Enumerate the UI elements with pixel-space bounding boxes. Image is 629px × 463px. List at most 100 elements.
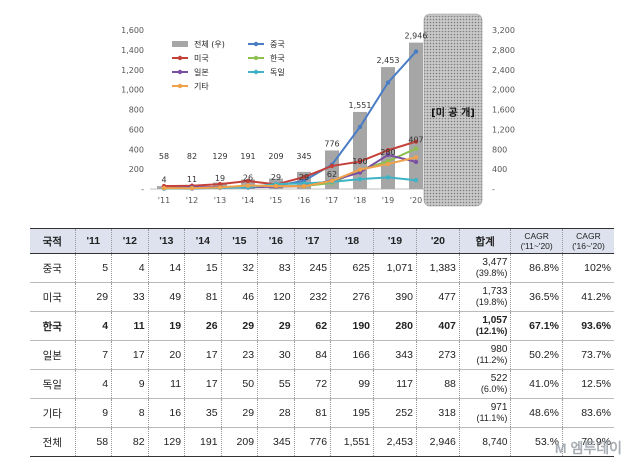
korea-value-label: 190	[352, 157, 367, 166]
table-cell: 9	[111, 369, 149, 399]
line-point	[301, 184, 307, 189]
table-cell: 166	[330, 340, 374, 370]
table-cell: 55	[257, 369, 295, 399]
line-point	[245, 178, 251, 184]
table-cell: 83	[257, 253, 295, 283]
bar-value-label: 58	[159, 152, 169, 161]
table-cell: 84	[293, 340, 331, 370]
cagr-cell: 53.%	[510, 427, 563, 457]
cagr-cell: 50.2%	[510, 340, 563, 370]
x-tick-label: '17	[326, 196, 338, 205]
y-right-tick-label: 1,200	[492, 125, 515, 134]
legend-label: 독일	[270, 68, 285, 77]
table-cell: 191	[184, 427, 222, 457]
table-header-cell: '14	[184, 228, 222, 254]
table-cell: 29	[74, 282, 112, 312]
table-cell: 2,453	[373, 427, 417, 457]
table-cell: 33	[111, 282, 149, 312]
y-left-tick-label: 1,600	[121, 26, 144, 35]
table-total-row: 전체 58 82 129 191 209 345 776 1,551 2,453 2,946 8,74…	[30, 427, 614, 457]
y-right-tick-label: 2,000	[492, 86, 515, 95]
line-point	[413, 146, 419, 151]
korea-value-label: 26	[243, 173, 253, 182]
table-cell: 345	[257, 427, 295, 457]
cagr-cell: 102%	[561, 253, 614, 283]
legend-swatch-marker	[177, 55, 183, 61]
table-header-cell: '20	[415, 228, 460, 254]
sum-share: (39.8%)	[475, 268, 508, 278]
table-cell: 99	[330, 369, 374, 399]
cagr-header-line: CAGR	[524, 231, 549, 241]
table-cell: 276	[330, 282, 374, 312]
data-table-container: 국적 '11'12'13'14'15'16'17'18'19'20 합계 CAGR ('…	[30, 228, 614, 457]
korea-value-label: 280	[380, 148, 395, 157]
table-cell: 343	[373, 340, 417, 370]
unpublished-block	[423, 13, 483, 207]
bar-value-label: 345	[296, 152, 311, 161]
bar-value-label: 2,453	[377, 56, 400, 65]
sum-value: 1,057	[482, 315, 508, 326]
y-left-tick-label: 200	[129, 165, 144, 174]
sum-value: 1,733	[482, 286, 508, 297]
row-label-cell: 독일	[30, 369, 76, 399]
sum-cell: 1,057 (12.1%)	[458, 311, 511, 341]
table-cell: 252	[373, 398, 417, 428]
table-cell: 120	[257, 282, 295, 312]
sum-share: (19.8%)	[475, 297, 508, 307]
table-cell: 32	[220, 253, 258, 283]
row-label-cell: 전체	[30, 427, 76, 457]
table-row: 일본 7 17 20 17 23 30 84 166 343 273 980 (11.2%) 50.2% 7…	[30, 340, 614, 370]
table-row: 독일 4 9 11 17 50 55 72 99 117 88 522 (6.0%) 41.0% 12.5%	[30, 369, 614, 399]
sum-value: 980	[490, 344, 508, 355]
table-cell: 209	[220, 427, 258, 457]
y-left-tick-label: 1,200	[121, 66, 144, 75]
y-right-tick-label: 2,800	[492, 46, 515, 55]
table-cell: 318	[415, 398, 460, 428]
line-point	[385, 80, 391, 85]
line-point	[357, 159, 363, 164]
cagr-header-line: ('16~'20)	[572, 241, 605, 251]
table-cell: 8	[111, 398, 149, 428]
legend-swatch-bar	[172, 41, 188, 47]
table-header-cell: '15	[220, 228, 258, 254]
cagr-cell: 41.2%	[561, 282, 614, 312]
table-cell: 477	[415, 282, 460, 312]
sum-cell: 980 (11.2%)	[458, 340, 511, 370]
sum-cell: 971 (11.1%)	[458, 398, 511, 428]
table-cell: 19	[147, 311, 185, 341]
table-header-cagr: CAGR ('11~'20)	[510, 228, 563, 254]
bar-value-label: 209	[268, 152, 283, 161]
line-point	[413, 49, 419, 54]
sum-share: (11.2%)	[476, 355, 508, 365]
table-header-cell: '12	[111, 228, 149, 254]
bar-value-label: 129	[212, 152, 227, 161]
table-row: 중국 5 4 14 15 32 83 245 625 1,071 1,383 3,477 (39.8%)…	[30, 253, 614, 283]
table-cell: 273	[415, 340, 460, 370]
table-cell: 4	[74, 369, 112, 399]
table-cell: 7	[74, 340, 112, 370]
sum-value: 3,477	[482, 257, 508, 268]
sum-value: 522	[490, 373, 508, 384]
table-cell: 195	[330, 398, 374, 428]
y-left-tick-label: 1,000	[121, 86, 144, 95]
korea-value-label: 407	[408, 136, 423, 145]
watermark-logo: M 엠투데이	[554, 440, 622, 456]
bar-value-label: 1,551	[349, 101, 372, 110]
cagr-cell: 73.7%	[561, 340, 614, 370]
korea-value-label: 29	[299, 173, 309, 182]
table-cell: 11	[147, 369, 185, 399]
table-cell: 1,551	[330, 427, 374, 457]
line-series	[163, 140, 417, 188]
bar-value-label: 2,946	[405, 32, 428, 41]
table-header-cell: '16	[257, 228, 295, 254]
row-label-cell: 기타	[30, 398, 76, 428]
cagr-header-line: ('11~'20)	[520, 241, 553, 251]
bar-total	[381, 67, 395, 189]
korea-value-label: 19	[215, 174, 225, 183]
cagr-cell: 41.0%	[510, 369, 563, 399]
combo-chart: - 200 400 600 800 1,000 1,200 1,400 1,600 - 400 800…	[121, 13, 515, 207]
bar-value-label: 82	[187, 152, 197, 161]
table-header-cagr: CAGR ('16~'20)	[561, 228, 614, 254]
table-cell: 23	[220, 340, 258, 370]
line-point	[357, 176, 363, 182]
